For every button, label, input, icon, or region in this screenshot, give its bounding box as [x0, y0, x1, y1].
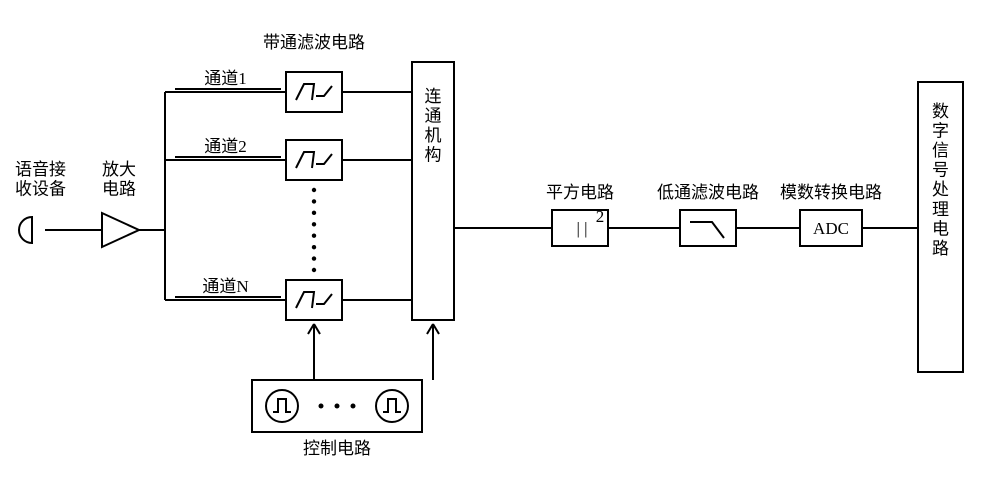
lpf-box: [680, 210, 736, 246]
amp-label: 放大电路: [102, 160, 136, 199]
channel-label: 通道N: [202, 277, 248, 296]
channel-label: 通道1: [204, 69, 247, 88]
adc-label: 模数转换电路: [780, 183, 882, 202]
audio-rx-label: 语音接收设备: [15, 160, 66, 199]
bp-title: 带通滤波电路: [263, 33, 365, 52]
square-sym: | |: [576, 219, 587, 238]
control-label: 控制电路: [303, 439, 371, 458]
channel-label: 通道2: [204, 137, 247, 156]
square-exp: 2: [596, 207, 605, 226]
lpf-label: 低通滤波电路: [657, 183, 759, 202]
dsp-label: 数字信号处理电路: [932, 102, 949, 258]
switch-label: 连通机构: [425, 87, 442, 165]
square-label: 平方电路: [546, 183, 614, 202]
adc-sym: ADC: [813, 219, 849, 238]
